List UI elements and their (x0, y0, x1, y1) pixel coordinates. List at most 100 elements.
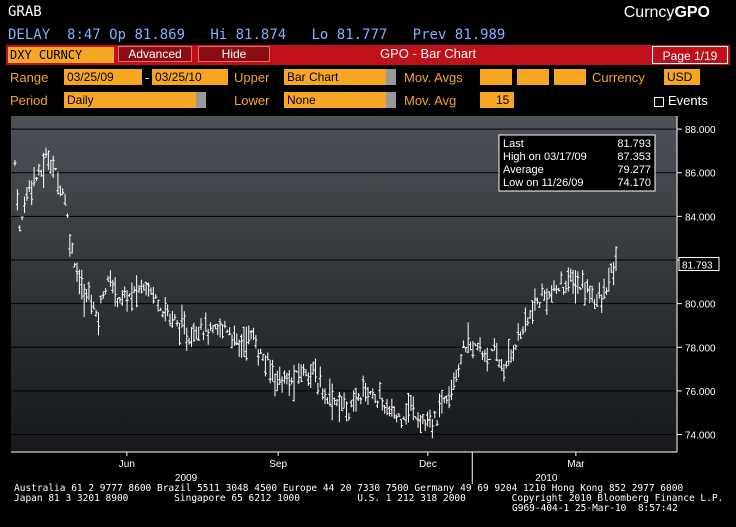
price-bar (566, 267, 570, 292)
upper-select[interactable]: Bar Chart (284, 69, 396, 85)
price-bar (614, 246, 618, 272)
brand-logo: CurncyGPO (624, 4, 710, 22)
price-bar (416, 412, 420, 428)
price-bar (201, 331, 205, 341)
y-tick-label: 86.000 (685, 169, 716, 180)
price-bar (502, 363, 506, 382)
price-bar (120, 290, 124, 306)
price-bar (421, 413, 425, 425)
price-bar (411, 396, 415, 421)
price-bar (237, 339, 241, 357)
price-bar (104, 288, 108, 295)
hide-button[interactable]: Hide (198, 46, 270, 62)
price-bar (600, 294, 604, 313)
price-bar (34, 176, 38, 182)
ticker-field[interactable]: DXY CURNCY (8, 47, 114, 63)
stats-low-value: 74.170 (617, 177, 651, 189)
price-bar (612, 261, 616, 286)
price-bar (478, 337, 482, 353)
price-bar (49, 159, 53, 174)
price-bar (330, 383, 334, 421)
price-bar (337, 391, 341, 423)
mov-avg-3-input[interactable] (554, 69, 586, 85)
price-bar (476, 342, 480, 351)
price-bar (101, 291, 105, 299)
price-bar (82, 283, 86, 318)
dropdown-icon (196, 92, 206, 108)
currency-input[interactable]: USD (664, 69, 700, 85)
price-bar (30, 180, 34, 206)
price-bar (323, 388, 327, 405)
price-bar (571, 269, 575, 294)
price-bar (557, 287, 561, 292)
price-bar (168, 313, 172, 327)
advanced-button[interactable]: Advanced (118, 46, 192, 62)
footer-singapore: Singapore 65 6212 1000 (174, 493, 300, 504)
range-end-input[interactable]: 03/25/10 (152, 69, 228, 85)
range-start-input[interactable]: 03/25/09 (64, 69, 142, 85)
price-bar (511, 345, 515, 361)
price-bar (457, 364, 461, 378)
page-indicator[interactable]: Page 1/19 (652, 46, 728, 64)
mov-avg-1-input[interactable] (480, 69, 512, 85)
mov-avg-2-input[interactable] (517, 69, 549, 85)
price-bar (545, 288, 549, 315)
price-bar (533, 288, 537, 311)
price-bar (144, 281, 148, 296)
price-bar (39, 169, 43, 177)
price-bar (113, 277, 117, 307)
quote-open: Op 81.869 (109, 27, 186, 43)
price-bar (216, 323, 220, 336)
price-bar (547, 290, 551, 299)
stats-high-value: 87.353 (617, 151, 651, 163)
price-bar (352, 390, 356, 412)
price-bar (175, 319, 179, 327)
price-bar (251, 327, 255, 341)
price-bar (595, 294, 599, 308)
price-bar (199, 318, 203, 330)
price-bar (464, 347, 468, 353)
price-bar (290, 377, 294, 385)
price-bar (77, 269, 81, 295)
price-bar (392, 406, 396, 419)
price-bar (85, 288, 89, 303)
price-bar (480, 351, 484, 361)
price-bar (54, 168, 58, 171)
price-bar (118, 297, 122, 304)
price-bar (235, 333, 239, 345)
price-bar (135, 275, 139, 308)
price-bar (263, 355, 267, 377)
price-bar (509, 349, 513, 363)
price-bar (180, 304, 184, 328)
price-bar (593, 299, 597, 309)
price-bar (445, 395, 449, 404)
brand-suffix: GPO (674, 4, 710, 21)
price-bar (256, 349, 260, 366)
price-bar (70, 242, 74, 254)
price-bar (299, 364, 303, 383)
price-bar (287, 370, 291, 397)
price-bar (275, 370, 279, 392)
price-bar (385, 399, 389, 416)
price-bar (433, 410, 437, 419)
lower-select[interactable]: None (284, 92, 396, 108)
period-select[interactable]: Daily (64, 92, 206, 108)
price-bar (569, 268, 573, 282)
price-bar (247, 325, 251, 345)
price-bar (261, 353, 265, 362)
x-year-label: 2010 (535, 473, 558, 484)
price-bar (492, 338, 496, 351)
price-bar (108, 270, 112, 287)
price-bar (542, 289, 546, 301)
price-bar (209, 322, 213, 331)
price-bar (514, 344, 518, 351)
price-bar (51, 155, 55, 178)
quote-low: Lo 81.777 (311, 27, 388, 43)
price-bar (311, 361, 315, 375)
price-bar (259, 348, 263, 355)
price-bar (387, 406, 391, 417)
events-toggle[interactable]: Events (654, 93, 708, 108)
price-bar (466, 322, 470, 354)
mov-avg-input[interactable]: 15 (480, 92, 514, 108)
price-bar (125, 290, 129, 312)
